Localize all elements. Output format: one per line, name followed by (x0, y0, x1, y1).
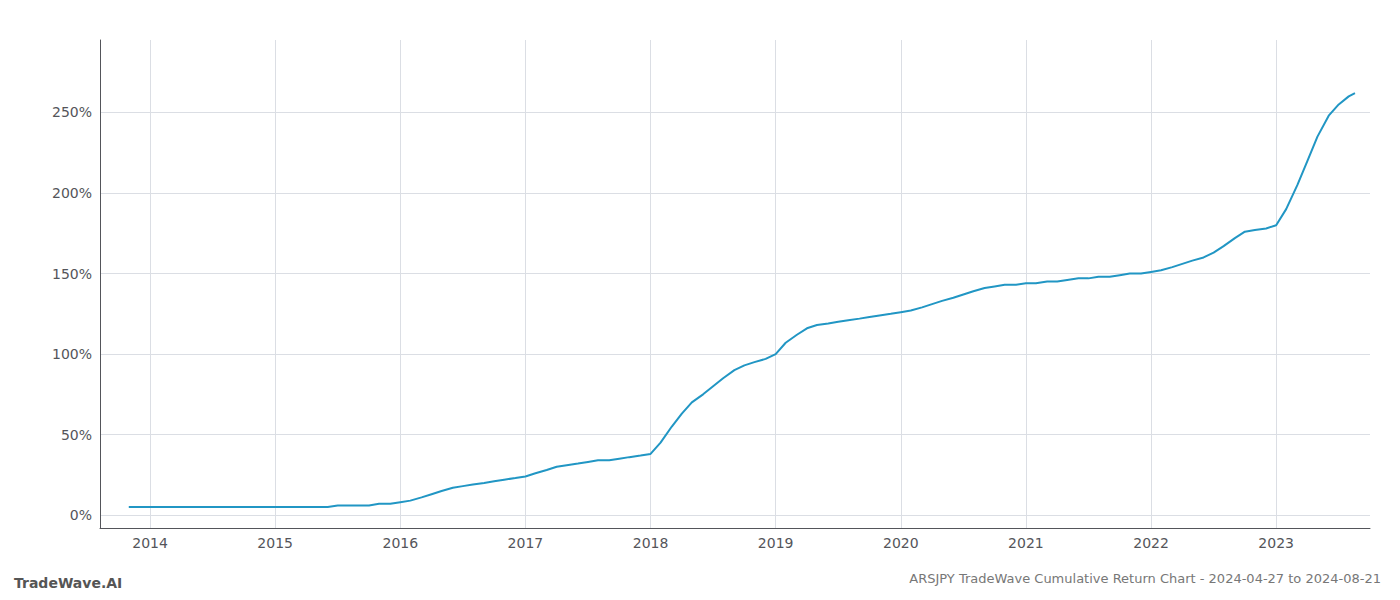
svg-text:2015: 2015 (257, 535, 293, 551)
svg-text:TradeWave.AI: TradeWave.AI (14, 575, 122, 591)
svg-text:50%: 50% (61, 427, 92, 443)
svg-text:2021: 2021 (1008, 535, 1044, 551)
svg-text:2022: 2022 (1133, 535, 1169, 551)
svg-text:ARSJPY TradeWave Cumulative Re: ARSJPY TradeWave Cumulative Return Chart… (909, 571, 1381, 586)
svg-text:200%: 200% (52, 185, 92, 201)
svg-text:2020: 2020 (883, 535, 919, 551)
svg-text:2014: 2014 (132, 535, 168, 551)
svg-text:2017: 2017 (508, 535, 544, 551)
svg-text:2018: 2018 (633, 535, 669, 551)
svg-text:2019: 2019 (758, 535, 794, 551)
svg-text:250%: 250% (52, 104, 92, 120)
svg-text:150%: 150% (52, 266, 92, 282)
svg-text:0%: 0% (70, 507, 92, 523)
svg-text:2023: 2023 (1258, 535, 1294, 551)
svg-text:2016: 2016 (382, 535, 418, 551)
svg-text:100%: 100% (52, 346, 92, 362)
